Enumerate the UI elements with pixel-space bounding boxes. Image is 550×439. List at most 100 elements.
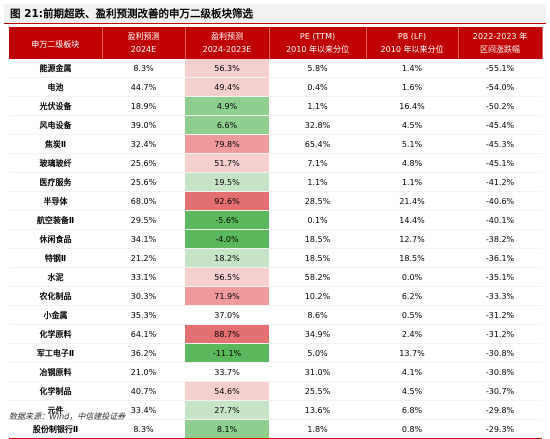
header-profit-change-top: 盈利预测 — [185, 27, 270, 43]
profit-change-cell: 56.3% — [185, 59, 269, 78]
profit-change-cell: -5.6% — [185, 210, 269, 230]
header-row-1: 申万二级板块 盈利预测 盈利预测 PE (TTM) PB (LF) 2022-2… — [9, 27, 543, 59]
period-return-cell: -40.1% — [458, 210, 542, 230]
period-return-cell: -31.2% — [458, 324, 542, 344]
industry-name-cell: 半导体 — [9, 191, 102, 211]
profit-change-cell: 49.4% — [185, 77, 269, 97]
profit-change-cell: 37.0% — [185, 305, 269, 325]
profit-change-cell: 19.5% — [185, 172, 269, 192]
pe-percentile-cell: 18.5% — [269, 229, 366, 249]
header-industry: 申万二级板块 — [9, 27, 103, 59]
profit-change-cell: 88.7% — [185, 324, 269, 344]
table-row: 股份制银行Ⅱ 8.3% 8.1% 1.8% 0.8% -29.3% — [9, 419, 542, 439]
header-pb-bottom: 2010 年以来分位 — [366, 43, 459, 59]
industry-name-cell: 玻璃玻纤 — [9, 153, 102, 173]
industry-name-cell: 医疗服务 — [9, 172, 102, 192]
profit-2024e-cell: 21.0% — [102, 362, 185, 382]
industry-name-cell: 化学制品 — [9, 381, 102, 401]
period-return-cell: -54.0% — [458, 77, 542, 97]
pb-percentile-cell: 21.4% — [366, 191, 458, 211]
profit-2024e-cell: 34.1% — [102, 229, 185, 249]
pe-percentile-cell: 31.0% — [269, 362, 366, 382]
table-row: 水泥 33.1% 56.5% 58.2% 0.0% -35.1% — [9, 267, 542, 287]
industry-name-cell: 休闲食品 — [9, 229, 102, 249]
figure-title-bar: 图 21:前期超跌、盈利预测改善的申万二级板块筛选 — [4, 4, 546, 24]
profit-change-cell: 54.6% — [185, 381, 269, 401]
profit-change-cell: 6.6% — [185, 115, 269, 135]
pe-percentile-cell: 13.6% — [269, 400, 366, 420]
period-return-cell: -45.3% — [458, 134, 542, 154]
industry-name-cell: 农化制品 — [9, 286, 102, 306]
period-return-cell: -55.1% — [458, 59, 542, 78]
profit-2024e-cell: 18.9% — [102, 96, 185, 116]
pb-percentile-cell: 4.5% — [366, 115, 458, 135]
pe-percentile-cell: 1.1% — [269, 172, 366, 192]
profit-2024e-cell: 68.0% — [102, 191, 185, 211]
profit-2024e-cell: 33.1% — [102, 267, 185, 287]
profit-change-cell: 8.1% — [185, 419, 269, 439]
pe-percentile-cell: 32.8% — [269, 115, 366, 135]
pb-percentile-cell: 0.0% — [366, 267, 458, 287]
pe-percentile-cell: 7.1% — [269, 153, 366, 173]
table-row: 光伏设备 18.9% 4.9% 1.1% 16.4% -50.2% — [9, 96, 542, 116]
table-row: 半导体 68.0% 92.6% 28.5% 21.4% -40.6% — [9, 191, 542, 211]
period-return-cell: -36.1% — [458, 248, 542, 268]
pe-percentile-cell: 8.6% — [269, 305, 366, 325]
period-return-cell: -33.3% — [458, 286, 542, 306]
header-pb-top: PB (LF) — [366, 27, 459, 43]
industry-name-cell: 冶钢原料 — [9, 362, 102, 382]
pb-percentile-cell: 0.8% — [366, 419, 458, 439]
profit-change-cell: -4.0% — [185, 229, 269, 249]
profit-2024e-cell: 30.3% — [102, 286, 185, 306]
pb-percentile-cell: 4.1% — [366, 362, 458, 382]
table-row: 军工电子Ⅱ 36.2% -11.1% 5.0% 13.7% -30.8% — [9, 343, 542, 363]
table-row: 焦炭Ⅱ 32.4% 79.8% 65.4% 5.1% -45.3% — [9, 134, 542, 154]
industry-name-cell: 军工电子Ⅱ — [9, 343, 102, 363]
header-pe-top: PE (TTM) — [269, 27, 367, 43]
period-return-cell: -41.2% — [458, 172, 542, 192]
profit-2024e-cell: 29.5% — [102, 210, 185, 230]
pb-percentile-cell: 13.7% — [366, 343, 458, 363]
pb-percentile-cell: 18.5% — [366, 248, 458, 268]
profit-2024e-cell: 36.2% — [102, 343, 185, 363]
profit-change-cell: 79.8% — [185, 134, 269, 154]
period-return-cell: -45.4% — [458, 115, 542, 135]
industry-name-cell: 股份制银行Ⅱ — [9, 419, 102, 439]
profit-change-cell: -11.1% — [185, 343, 269, 363]
profit-2024e-cell: 40.7% — [102, 381, 185, 401]
profit-change-cell: 92.6% — [185, 191, 269, 211]
profit-2024e-cell: 39.0% — [102, 115, 185, 135]
pe-percentile-cell: 0.1% — [269, 210, 366, 230]
table-body: 能源金属 8.3% 56.3% 5.8% 1.4% -55.1% 电池 44.7% 49.4% 0… — [9, 59, 542, 439]
profit-2024e-cell: 33.4% — [102, 400, 185, 420]
profit-2024e-cell: 32.4% — [102, 134, 185, 154]
pe-percentile-cell: 10.2% — [269, 286, 366, 306]
table-row: 休闲食品 34.1% -4.0% 18.5% 12.7% -38.2% — [9, 229, 542, 249]
pe-percentile-cell: 28.5% — [269, 191, 366, 211]
period-return-cell: -29.8% — [458, 400, 542, 420]
header-return-bottom: 区间涨跌幅 — [458, 43, 543, 59]
pb-percentile-cell: 4.5% — [366, 381, 458, 401]
table-row: 农化制品 30.3% 71.9% 10.2% 6.2% -33.3% — [9, 286, 542, 306]
table-row: 风电设备 39.0% 6.6% 32.8% 4.5% -45.4% — [9, 115, 542, 135]
table-row: 玻璃玻纤 25.6% 51.7% 7.1% 4.8% -45.1% — [9, 153, 542, 173]
industry-name-cell: 化学原料 — [9, 324, 102, 344]
pe-percentile-cell: 18.5% — [269, 248, 366, 268]
industry-name-cell: 电池 — [9, 77, 102, 97]
pb-percentile-cell: 6.8% — [366, 400, 458, 420]
header-row-2: 2024E 2024-2023E 2010 年以来分位 2010 年以来分位 区… — [9, 43, 543, 59]
pe-percentile-cell: 5.8% — [269, 59, 366, 78]
period-return-cell: -35.1% — [458, 267, 542, 287]
pb-percentile-cell: 2.4% — [366, 324, 458, 344]
pe-percentile-cell: 5.0% — [269, 343, 366, 363]
profit-2024e-cell: 25.6% — [102, 153, 185, 173]
industry-name-cell: 特钢Ⅱ — [9, 248, 102, 268]
table-row: 电池 44.7% 49.4% 0.4% 1.6% -54.0% — [9, 77, 542, 97]
header-profit-change-bottom: 2024-2023E — [185, 43, 270, 59]
industry-name-cell: 能源金属 — [9, 59, 102, 78]
period-return-cell: -38.2% — [458, 229, 542, 249]
pe-percentile-cell: 1.1% — [269, 96, 366, 116]
header-profit-forecast-top: 盈利预测 — [102, 27, 186, 43]
report-figure: 图 21:前期超跌、盈利预测改善的申万二级板块筛选 申万二级板块 盈利预测 盈利… — [4, 4, 546, 439]
industry-name-cell: 元件 — [9, 400, 102, 420]
